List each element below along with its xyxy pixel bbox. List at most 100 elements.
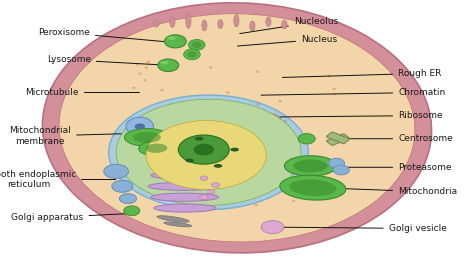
- Text: Smooth endoplasmic
reticulum: Smooth endoplasmic reticulum: [0, 170, 116, 189]
- Ellipse shape: [261, 221, 284, 234]
- Ellipse shape: [124, 206, 140, 216]
- Ellipse shape: [332, 88, 336, 90]
- Ellipse shape: [255, 204, 258, 206]
- Ellipse shape: [207, 190, 214, 194]
- Ellipse shape: [126, 117, 154, 136]
- Ellipse shape: [145, 66, 148, 69]
- Ellipse shape: [327, 75, 330, 77]
- Ellipse shape: [293, 159, 328, 172]
- Text: Mitochondria: Mitochondria: [320, 187, 457, 196]
- Ellipse shape: [256, 103, 260, 106]
- Ellipse shape: [333, 165, 349, 175]
- Ellipse shape: [212, 170, 216, 172]
- Ellipse shape: [202, 20, 207, 31]
- Text: Centrosome: Centrosome: [332, 134, 453, 143]
- Ellipse shape: [328, 158, 345, 168]
- Ellipse shape: [146, 61, 150, 63]
- Ellipse shape: [170, 17, 175, 27]
- Ellipse shape: [292, 200, 295, 202]
- Ellipse shape: [259, 190, 262, 192]
- Ellipse shape: [185, 110, 188, 112]
- Ellipse shape: [169, 183, 173, 186]
- Ellipse shape: [280, 175, 346, 200]
- Ellipse shape: [258, 185, 261, 187]
- Ellipse shape: [183, 49, 200, 60]
- Text: Proteasome: Proteasome: [316, 163, 452, 172]
- FancyBboxPatch shape: [327, 134, 349, 145]
- Ellipse shape: [196, 132, 200, 134]
- Ellipse shape: [333, 93, 337, 95]
- FancyBboxPatch shape: [327, 132, 349, 144]
- Ellipse shape: [154, 204, 216, 212]
- Ellipse shape: [139, 141, 174, 156]
- Ellipse shape: [234, 15, 239, 27]
- Ellipse shape: [200, 176, 208, 180]
- Ellipse shape: [185, 159, 194, 162]
- Ellipse shape: [194, 131, 198, 134]
- Ellipse shape: [211, 183, 220, 187]
- Ellipse shape: [149, 181, 153, 184]
- Text: Rough ER: Rough ER: [283, 69, 442, 78]
- Text: Microtubule: Microtubule: [26, 88, 139, 97]
- Ellipse shape: [146, 120, 266, 190]
- Ellipse shape: [195, 196, 198, 199]
- Ellipse shape: [133, 132, 161, 143]
- Ellipse shape: [304, 157, 307, 159]
- Text: Golgi apparatus: Golgi apparatus: [11, 213, 128, 222]
- Ellipse shape: [284, 156, 337, 176]
- Ellipse shape: [136, 63, 139, 66]
- Ellipse shape: [186, 14, 191, 28]
- Ellipse shape: [209, 66, 212, 69]
- Ellipse shape: [140, 161, 144, 164]
- Ellipse shape: [218, 20, 223, 29]
- Ellipse shape: [282, 20, 287, 29]
- Ellipse shape: [154, 160, 216, 169]
- Ellipse shape: [255, 113, 281, 126]
- Text: Chromatin: Chromatin: [261, 88, 446, 97]
- Ellipse shape: [298, 134, 315, 144]
- Ellipse shape: [124, 129, 169, 146]
- Ellipse shape: [292, 181, 295, 183]
- Text: Golgi vesicle: Golgi vesicle: [275, 224, 447, 233]
- Ellipse shape: [255, 136, 281, 149]
- Ellipse shape: [164, 222, 191, 227]
- Ellipse shape: [135, 123, 145, 129]
- Ellipse shape: [167, 36, 176, 40]
- Ellipse shape: [158, 59, 179, 72]
- Ellipse shape: [250, 21, 255, 31]
- Ellipse shape: [164, 35, 186, 48]
- Text: Lysosome: Lysosome: [46, 55, 165, 65]
- Ellipse shape: [255, 125, 281, 138]
- Ellipse shape: [59, 14, 415, 242]
- Ellipse shape: [151, 171, 219, 180]
- Ellipse shape: [279, 100, 282, 102]
- Ellipse shape: [221, 166, 225, 169]
- Ellipse shape: [187, 51, 197, 58]
- Ellipse shape: [305, 179, 308, 181]
- Ellipse shape: [109, 95, 309, 210]
- Ellipse shape: [188, 39, 205, 50]
- Ellipse shape: [245, 183, 248, 185]
- Ellipse shape: [214, 164, 222, 168]
- Ellipse shape: [116, 99, 301, 205]
- Ellipse shape: [146, 144, 167, 153]
- Ellipse shape: [104, 164, 128, 178]
- Ellipse shape: [192, 42, 201, 48]
- Ellipse shape: [206, 193, 209, 196]
- Ellipse shape: [289, 179, 337, 196]
- Ellipse shape: [143, 79, 146, 81]
- Ellipse shape: [151, 193, 219, 201]
- Ellipse shape: [132, 87, 136, 89]
- Text: Mitochondrial
membrane: Mitochondrial membrane: [9, 126, 137, 146]
- Ellipse shape: [274, 144, 277, 146]
- Ellipse shape: [190, 128, 193, 131]
- Ellipse shape: [266, 17, 271, 26]
- Ellipse shape: [178, 135, 229, 164]
- Text: Nucleus: Nucleus: [237, 35, 337, 46]
- Text: Ribosome: Ribosome: [280, 111, 443, 120]
- Ellipse shape: [148, 182, 222, 190]
- Ellipse shape: [256, 70, 259, 73]
- Ellipse shape: [284, 120, 287, 122]
- Ellipse shape: [226, 91, 229, 94]
- Ellipse shape: [138, 72, 142, 75]
